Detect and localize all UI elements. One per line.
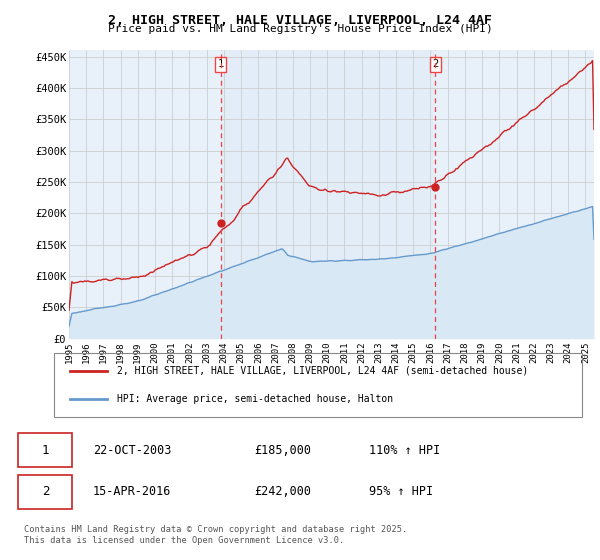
Text: 110% ↑ HPI: 110% ↑ HPI: [369, 444, 440, 457]
Text: 1: 1: [41, 444, 49, 457]
Text: 1: 1: [218, 59, 224, 69]
Text: 22-OCT-2003: 22-OCT-2003: [92, 444, 171, 457]
FancyBboxPatch shape: [18, 475, 73, 509]
Text: 95% ↑ HPI: 95% ↑ HPI: [369, 485, 433, 498]
Text: Price paid vs. HM Land Registry's House Price Index (HPI): Price paid vs. HM Land Registry's House …: [107, 24, 493, 34]
Text: 2: 2: [433, 59, 439, 69]
Text: £185,000: £185,000: [254, 444, 311, 457]
Text: HPI: Average price, semi-detached house, Halton: HPI: Average price, semi-detached house,…: [118, 394, 394, 404]
FancyBboxPatch shape: [18, 433, 73, 468]
Text: 2, HIGH STREET, HALE VILLAGE, LIVERPOOL, L24 4AF: 2, HIGH STREET, HALE VILLAGE, LIVERPOOL,…: [108, 13, 492, 27]
Text: Contains HM Land Registry data © Crown copyright and database right 2025.
This d: Contains HM Land Registry data © Crown c…: [24, 525, 407, 545]
Text: 2: 2: [41, 485, 49, 498]
Text: 15-APR-2016: 15-APR-2016: [92, 485, 171, 498]
Text: 2, HIGH STREET, HALE VILLAGE, LIVERPOOL, L24 4AF (semi-detached house): 2, HIGH STREET, HALE VILLAGE, LIVERPOOL,…: [118, 366, 529, 376]
Text: £242,000: £242,000: [254, 485, 311, 498]
